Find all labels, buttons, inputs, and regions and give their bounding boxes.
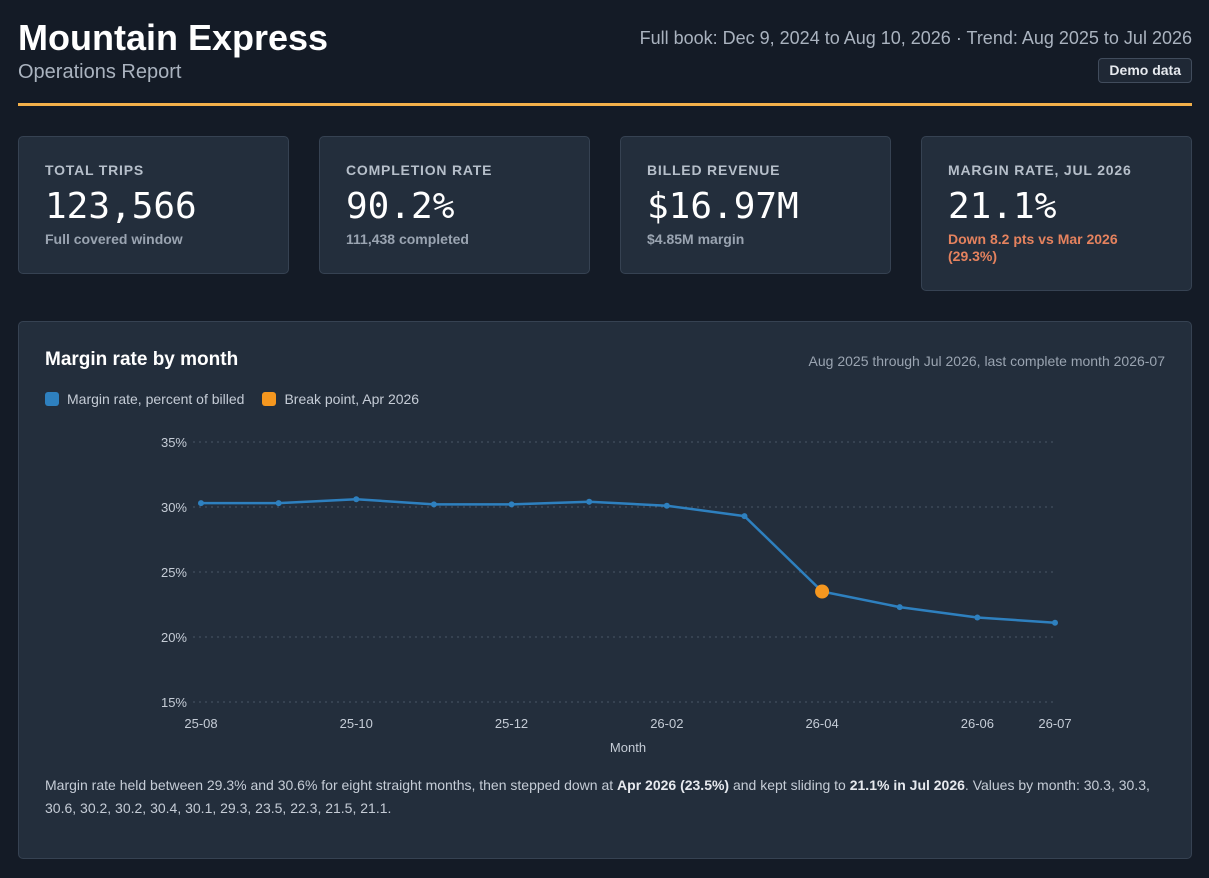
kpi-label: COMPLETION RATE <box>346 162 493 178</box>
x-tick-label: 25-10 <box>340 716 373 731</box>
legend-swatch-margin-rate <box>45 392 59 406</box>
data-point <box>198 500 204 507</box>
data-point <box>586 498 593 505</box>
kpi-sub-change: Down 8.2 pts vs Mar 2026 (29.3%) <box>948 231 1118 264</box>
margin-line-chart: 15% 20% 25% 30% 35% 25-08 25-10 25-12 26-02 26-04… <box>161 435 1072 755</box>
y-tick-label: 15% <box>161 695 187 710</box>
data-point <box>1052 619 1058 626</box>
legend-swatch-break-point <box>262 392 277 406</box>
data-point <box>741 513 748 520</box>
break-point-marker <box>815 584 830 599</box>
company-title: Mountain Express <box>18 17 329 58</box>
legend-label: Margin rate, percent of billed <box>67 391 245 407</box>
summary-text: and kept sliding to <box>729 777 850 793</box>
kpi-label: TOTAL TRIPS <box>45 162 145 178</box>
data-point <box>430 501 437 508</box>
data-point <box>896 604 903 611</box>
summary-highlight-break: Apr 2026 (23.5%) <box>617 777 730 793</box>
kpi-card-margin-rate: MARGIN RATE, JUL 2026 21.1% Down 8.2 pts… <box>921 136 1192 291</box>
data-point <box>353 496 360 503</box>
x-tick-label: 26-04 <box>805 716 838 731</box>
summary-text: Margin rate held between 29.3% and 30.6%… <box>45 777 618 793</box>
kpi-card-completion-rate: COMPLETION RATE 90.2% 111,438 completed <box>319 136 590 274</box>
data-point <box>974 614 981 621</box>
y-tick-label: 20% <box>161 630 187 645</box>
chart-summary: Margin rate held between 29.3% and 30.6%… <box>45 774 1165 820</box>
kpi-value: 21.1% <box>948 186 1057 227</box>
kpi-value: 123,566 <box>45 186 197 227</box>
kpi-value: 90.2% <box>346 186 455 227</box>
kpi-card-billed-revenue: BILLED REVENUE $16.97M $4.85M margin <box>620 136 891 274</box>
kpi-value: $16.97M <box>647 186 799 227</box>
x-axis-title: Month <box>610 740 646 755</box>
x-tick-label: 26-06 <box>961 716 994 731</box>
report-subtitle: Operations Report <box>18 61 182 83</box>
kpi-label: BILLED REVENUE <box>647 162 781 178</box>
kpi-label: MARGIN RATE, JUL 2026 <box>948 162 1132 178</box>
report-header: Mountain Express Operations Report Full … <box>18 18 1192 106</box>
x-tick-label: 26-07 <box>1038 716 1071 731</box>
chart-meta: Aug 2025 through Jul 2026, last complete… <box>808 353 1165 369</box>
data-point <box>663 502 670 509</box>
kpi-sub: $4.85M margin <box>647 231 745 247</box>
kpi-card-total-trips: TOTAL TRIPS 123,566 Full covered window <box>18 136 289 274</box>
series-line-margin-rate <box>201 497 1056 624</box>
chart-legend: Margin rate, percent of billed Break poi… <box>45 390 437 408</box>
y-tick-label: 35% <box>161 435 187 450</box>
y-tick-label: 25% <box>161 565 187 580</box>
chart-title: Margin rate by month <box>45 349 239 370</box>
demo-data-badge: Demo data <box>1098 58 1192 83</box>
legend-item-break-point: Break point, Apr 2026 <box>262 391 419 407</box>
x-tick-label: 26-02 <box>650 716 683 731</box>
data-point <box>275 500 282 507</box>
legend-label: Break point, Apr 2026 <box>284 391 420 407</box>
legend-item-margin-rate: Margin rate, percent of billed <box>45 391 244 407</box>
kpi-sub: 111,438 completed <box>346 231 469 247</box>
summary-text: . Values by month: 30.3, 30.3, 30.6, 30.… <box>45 777 1150 816</box>
margin-chart-panel: Margin rate by month Aug 2025 through Ju… <box>18 321 1192 859</box>
y-tick-label: 30% <box>161 500 187 515</box>
x-tick-label: 25-12 <box>495 716 528 731</box>
kpi-sub: Full covered window <box>45 231 183 247</box>
date-range-text: Full book: Dec 9, 2024 to Aug 10, 2026 ·… <box>639 28 1192 48</box>
data-point <box>508 501 515 508</box>
summary-highlight-latest: 21.1% in Jul 2026 <box>849 777 965 793</box>
x-tick-label: 25-08 <box>184 716 217 731</box>
